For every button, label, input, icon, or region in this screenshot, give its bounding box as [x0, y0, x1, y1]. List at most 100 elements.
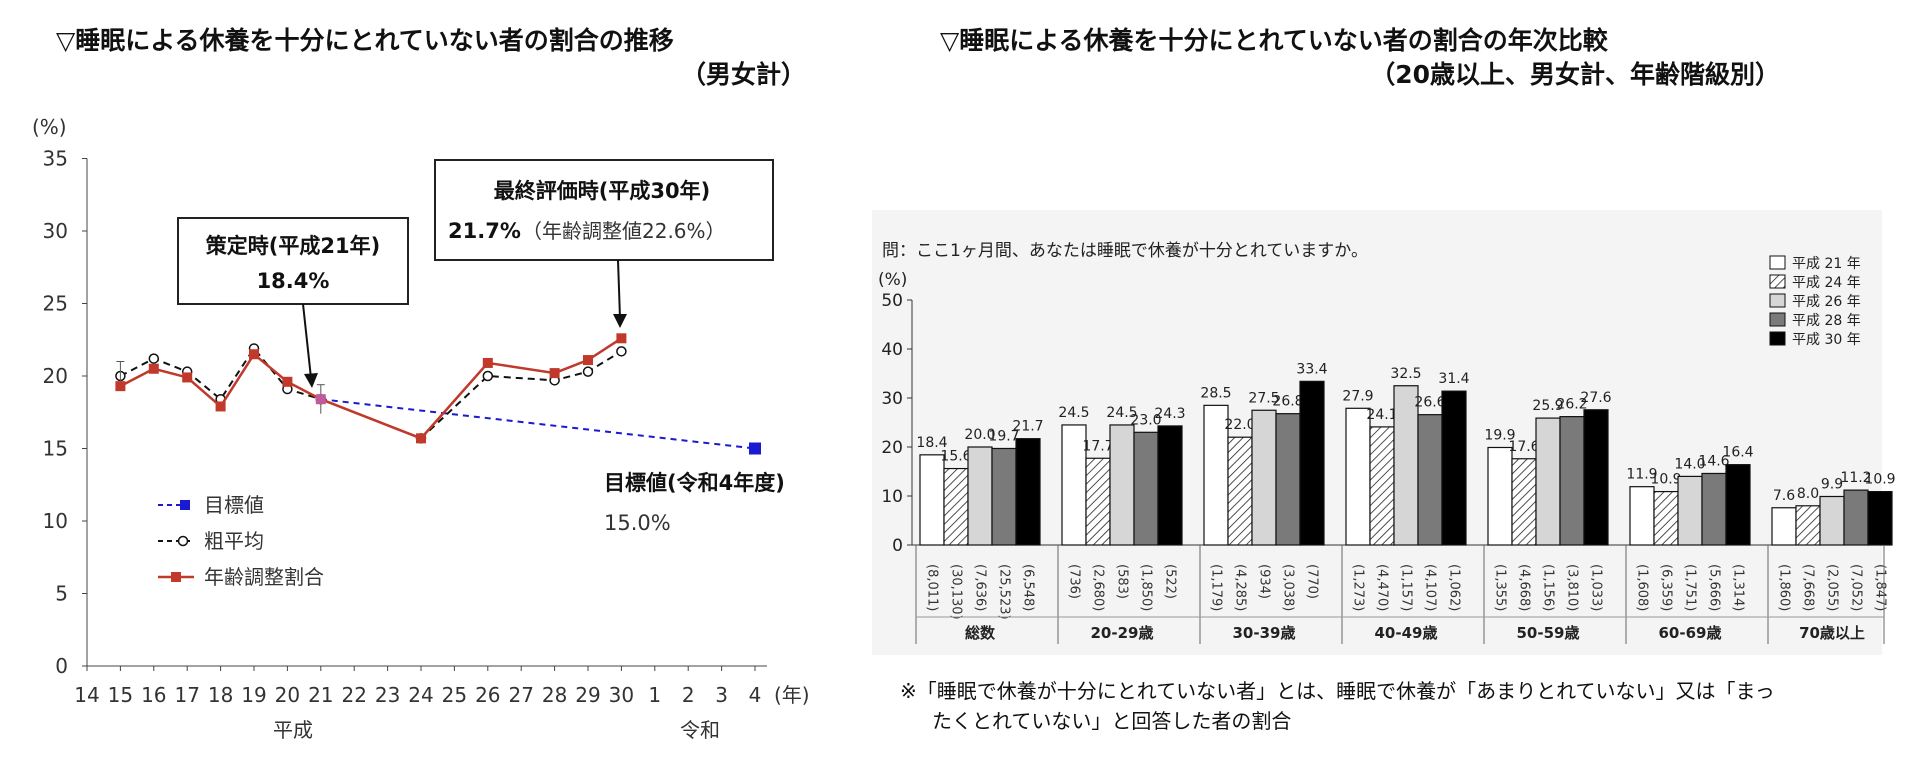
sample-size-label: (1,860) [1777, 564, 1792, 611]
bar-1-2 [1109, 424, 1135, 546]
legend-adjusted-marker [171, 572, 181, 582]
bar-value-label: 17.7 [1082, 438, 1113, 454]
bar-1-4 [1157, 425, 1183, 546]
target-label-value: 15.0% [604, 511, 671, 535]
bar-value-label: 21.7 [1012, 419, 1043, 435]
bar-6-3 [1843, 489, 1869, 546]
age-adjusted-point [182, 372, 193, 383]
legend-label: 目標値 [204, 493, 264, 517]
x-tick-label: 14 [74, 683, 99, 707]
final-callout-title: 最終評価時(平成30年) [494, 179, 710, 203]
bar-3-0 [1345, 407, 1371, 546]
legend-label: 粗平均 [204, 529, 264, 553]
bar-value-label: 10.9 [1650, 472, 1681, 488]
sample-size-label: (1,157) [1399, 564, 1414, 611]
sample-size-label: (1,355) [1493, 564, 1508, 611]
sample-size-label: (8,011) [925, 564, 940, 611]
sample-size-label: (6,359) [1659, 564, 1674, 611]
age-adjusted-point [583, 355, 593, 366]
age-adjusted-point [249, 349, 259, 360]
bar-value-label: 10.9 [1864, 472, 1895, 488]
bar-4-2 [1535, 417, 1561, 546]
bar-0-2 [967, 446, 993, 546]
age-adjusted-point [416, 433, 426, 444]
bar-value-label: 9.9 [1821, 476, 1843, 492]
bar-value-label: 33.4 [1296, 361, 1327, 377]
category-label: 20-29歳 [1091, 624, 1154, 642]
final-callout-arrowhead [613, 314, 627, 328]
x-tick-label: 28 [542, 683, 567, 707]
bar-2-4 [1299, 380, 1325, 546]
legend-label: 平成 28 年 [1792, 313, 1861, 329]
legend-label: 平成 26 年 [1792, 294, 1861, 310]
final-callout-value: 21.7% [448, 219, 521, 243]
bar-value-label: 11.2 [1840, 470, 1871, 486]
footnote-line1: ※「睡眠で休養が十分にとれていない者」とは、睡眠で休養が「あまりとれていない」又… [900, 679, 1775, 703]
x-tick-label: 1 [648, 683, 661, 707]
bar-6-0 [1771, 507, 1797, 546]
bar-4-3 [1559, 416, 1585, 546]
y-tick-label: 50 [881, 291, 903, 311]
bar-value-label: 19.7 [988, 428, 1019, 444]
bar-value-label: 28.5 [1200, 385, 1231, 401]
bar-1-0 [1061, 424, 1087, 546]
y-tick-label: 30 [43, 219, 68, 243]
legend-label: 年齢調整割合 [204, 565, 324, 589]
final-callout-arrow [617, 259, 621, 319]
x-tick-label: 16 [141, 683, 166, 707]
bar-3-2 [1393, 385, 1419, 546]
x-tick-label: 15 [108, 683, 133, 707]
age-adjusted-point [549, 368, 560, 379]
x-tick-label: 27 [508, 683, 533, 707]
legend-swatch [1769, 293, 1786, 308]
bar-5-3 [1701, 472, 1727, 546]
legend-target-marker [180, 500, 190, 510]
start-callout-arrowhead [304, 373, 318, 388]
bar-2-0 [1203, 404, 1229, 546]
legend-label: 平成 24 年 [1792, 275, 1861, 291]
left-title-line2: （男女計） [680, 60, 806, 89]
sample-size-label: (1,156) [1541, 564, 1556, 611]
sample-size-label: (7,052) [1849, 564, 1864, 611]
x-tick-label: 20 [275, 683, 300, 707]
bar-value-label: 27.9 [1342, 388, 1373, 404]
bar-0-3 [991, 447, 1017, 546]
x-tick-label: 22 [341, 683, 366, 707]
x-tick-label: 23 [375, 683, 400, 707]
legend-label: 平成 30 年 [1792, 332, 1861, 348]
category-label: 総数 [965, 624, 996, 642]
final-callout-adjusted: （年齢調整値22.6%） [522, 219, 726, 243]
crude-average-point [616, 346, 627, 357]
bar-value-label: 8.0 [1797, 486, 1819, 502]
bar-value-label: 19.9 [1484, 427, 1515, 443]
x-tick-label: 2 [682, 683, 695, 707]
age-adjusted-point [315, 394, 326, 405]
bar-value-label: 24.5 [1106, 405, 1137, 421]
bar-value-label: 24.1 [1366, 407, 1397, 423]
sample-size-label: (4,668) [1517, 564, 1532, 611]
bar-6-2 [1819, 495, 1845, 546]
x-axis-unit: (年) [774, 683, 810, 707]
sample-size-label: (1,314) [1731, 564, 1746, 611]
sample-size-label: (6,548) [1021, 564, 1036, 611]
bar-value-label: 11.9 [1626, 467, 1657, 483]
bar-value-label: 31.4 [1438, 371, 1469, 387]
y-axis-unit: (%) [878, 270, 907, 290]
x-tick-label: 30 [609, 683, 634, 707]
sample-size-label: (1,847) [1873, 564, 1888, 611]
legend-swatch [1769, 331, 1786, 346]
bar-0-0 [919, 454, 945, 546]
sample-size-label: (1,273) [1351, 564, 1366, 611]
y-axis-unit: (%) [32, 115, 67, 139]
sample-size-label: (30,130) [949, 564, 964, 620]
sample-size-label: (2,055) [1825, 564, 1840, 611]
bar-4-0 [1487, 446, 1513, 546]
y-tick-label: 40 [881, 340, 903, 360]
x-tick-label: 21 [308, 683, 333, 707]
bar-value-label: 18.4 [916, 435, 947, 451]
footnote-line2: たくとれていない」と回答した者の割合 [932, 709, 1292, 733]
bar-6-1 [1795, 505, 1821, 546]
x-tick-label: 3 [715, 683, 728, 707]
crude-average-point [582, 366, 594, 377]
